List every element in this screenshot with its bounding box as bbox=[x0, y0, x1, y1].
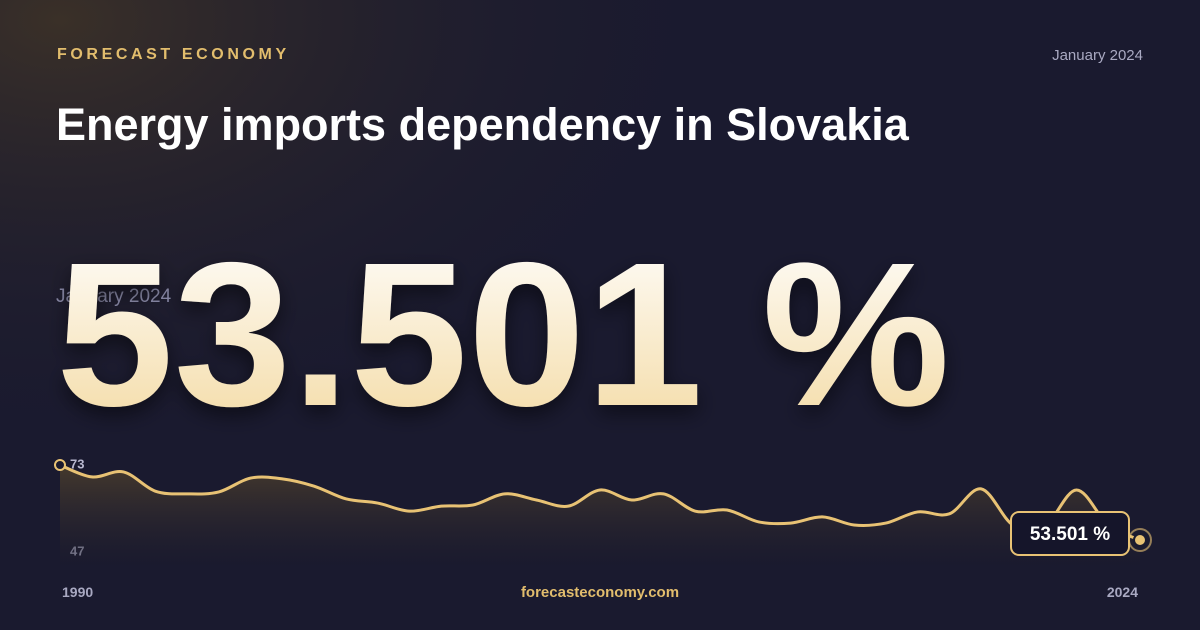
end-point bbox=[1133, 532, 1147, 547]
headline-value: 53.501 % bbox=[56, 220, 950, 449]
line bbox=[59, 463, 1141, 542]
date: January 2024 bbox=[1052, 47, 1143, 64]
value-badge bbox=[1010, 510, 1130, 556]
ghost-date: January 2024 bbox=[56, 286, 172, 307]
y-tick-label: 73 bbox=[70, 456, 84, 471]
brand: FORECAST ECONOMY bbox=[57, 46, 290, 63]
area bbox=[60, 465, 1140, 565]
chart-title: Energy imports dependency in Slovakia bbox=[56, 99, 910, 150]
start-point bbox=[54, 459, 66, 471]
source: forecasteconomy.com bbox=[521, 584, 679, 601]
sparkline: 47731990202453.501 % bbox=[54, 456, 1152, 600]
x-tick-label: 2024 bbox=[1107, 584, 1138, 600]
value-label: 53.501 % bbox=[1030, 524, 1110, 545]
x-tick-label: 1990 bbox=[62, 584, 93, 600]
